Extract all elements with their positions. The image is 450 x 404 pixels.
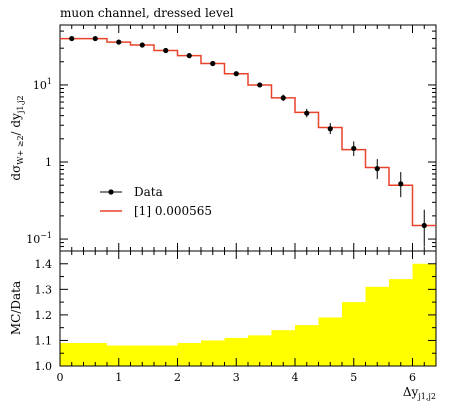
- data-point: [69, 35, 75, 42]
- main-plot-frame: [59, 24, 437, 252]
- data-point: [351, 145, 357, 152]
- legend-item-data: Data: [100, 185, 163, 199]
- main-y-tick-label: 1: [45, 156, 52, 169]
- main-ylabel: dσW+ ≥2/ dyj1,j2: [9, 95, 25, 180]
- main-axis-ticks: 101 1 10−1: [26, 25, 437, 251]
- ratio-plot: 0 1 2 3 4 5 6 1.0 1.1 1.2 1.3 1.4 MC/Data Δyj1,j2: [9, 250, 437, 401]
- ratio-band-bin: [365, 286, 389, 366]
- legend-item-mc: [1] 0.000565: [100, 204, 212, 218]
- ratio-x-tick-label: 5: [350, 371, 357, 384]
- main-series: [60, 35, 436, 247]
- legend: Data [1] 0.000565: [100, 185, 212, 218]
- ratio-y-tick-label: 1.0: [35, 360, 53, 373]
- mc-histogram: [60, 37, 436, 227]
- ratio-x-tick-label: 3: [233, 371, 240, 384]
- ratio-y-tick-label: 1.3: [35, 283, 53, 296]
- legend-label-data: Data: [134, 185, 163, 199]
- data-point: [374, 166, 380, 172]
- ratio-band-bin: [342, 302, 366, 366]
- data-point: [163, 47, 169, 54]
- chart-title: muon channel, dressed level: [60, 6, 234, 20]
- ratio-band-bin: [224, 337, 248, 366]
- data-point: [233, 71, 239, 77]
- ratio-band-bin: [107, 345, 131, 366]
- data-point: [421, 222, 427, 229]
- ratio-x-tick-label: 6: [409, 371, 416, 384]
- data-point: [257, 82, 263, 88]
- ratio-band-bin: [248, 335, 272, 366]
- ratio-band: [60, 263, 436, 366]
- data-point: [116, 39, 122, 45]
- ratio-band-bin: [154, 345, 178, 366]
- ratio-ylabel: MC/Data: [9, 281, 23, 335]
- data-point: [210, 60, 216, 67]
- ratio-x-tick-label: 2: [174, 371, 181, 384]
- ratio-band-bin: [83, 343, 107, 366]
- main-plot: 101 1 10−1 dσW+ ≥2/ dyj1,j2 Data [1] 0.000…: [9, 24, 437, 252]
- ratio-band-bin: [271, 330, 295, 366]
- main-y-tick-label: 101: [33, 77, 52, 92]
- ratio-band-bin: [60, 343, 84, 366]
- data-point: [327, 126, 333, 132]
- ratio-band-bin: [201, 340, 225, 366]
- ratio-x-tick-label: 1: [115, 371, 122, 384]
- data-point: [186, 53, 192, 59]
- data-point: [304, 110, 310, 116]
- ratio-x-tick-label: 4: [292, 371, 299, 384]
- ratio-x-tick-label: 0: [57, 371, 64, 384]
- ratio-y-tick-label: 1.4: [35, 258, 53, 271]
- ratio-band-bin: [177, 343, 201, 366]
- legend-label-mc: [1] 0.000565: [134, 204, 212, 218]
- data-point: [92, 35, 98, 42]
- ratio-band-bin: [130, 345, 154, 366]
- main-y-tick-label: 10−1: [26, 231, 52, 246]
- data-point: [280, 95, 286, 101]
- ratio-band-bin: [318, 317, 342, 366]
- ratio-band-bin: [295, 325, 319, 366]
- ratio-band-bin: [389, 279, 413, 366]
- data-point: [398, 181, 404, 187]
- ratio-axis-ticks: 0 1 2 3 4 5 6 1.0 1.1 1.2 1.3 1.4: [35, 251, 437, 384]
- data-point: [139, 42, 145, 48]
- ratio-xlabel: Δyj1,j2: [403, 385, 436, 401]
- ratio-y-tick-label: 1.2: [35, 309, 53, 322]
- ratio-y-tick-label: 1.1: [35, 334, 53, 347]
